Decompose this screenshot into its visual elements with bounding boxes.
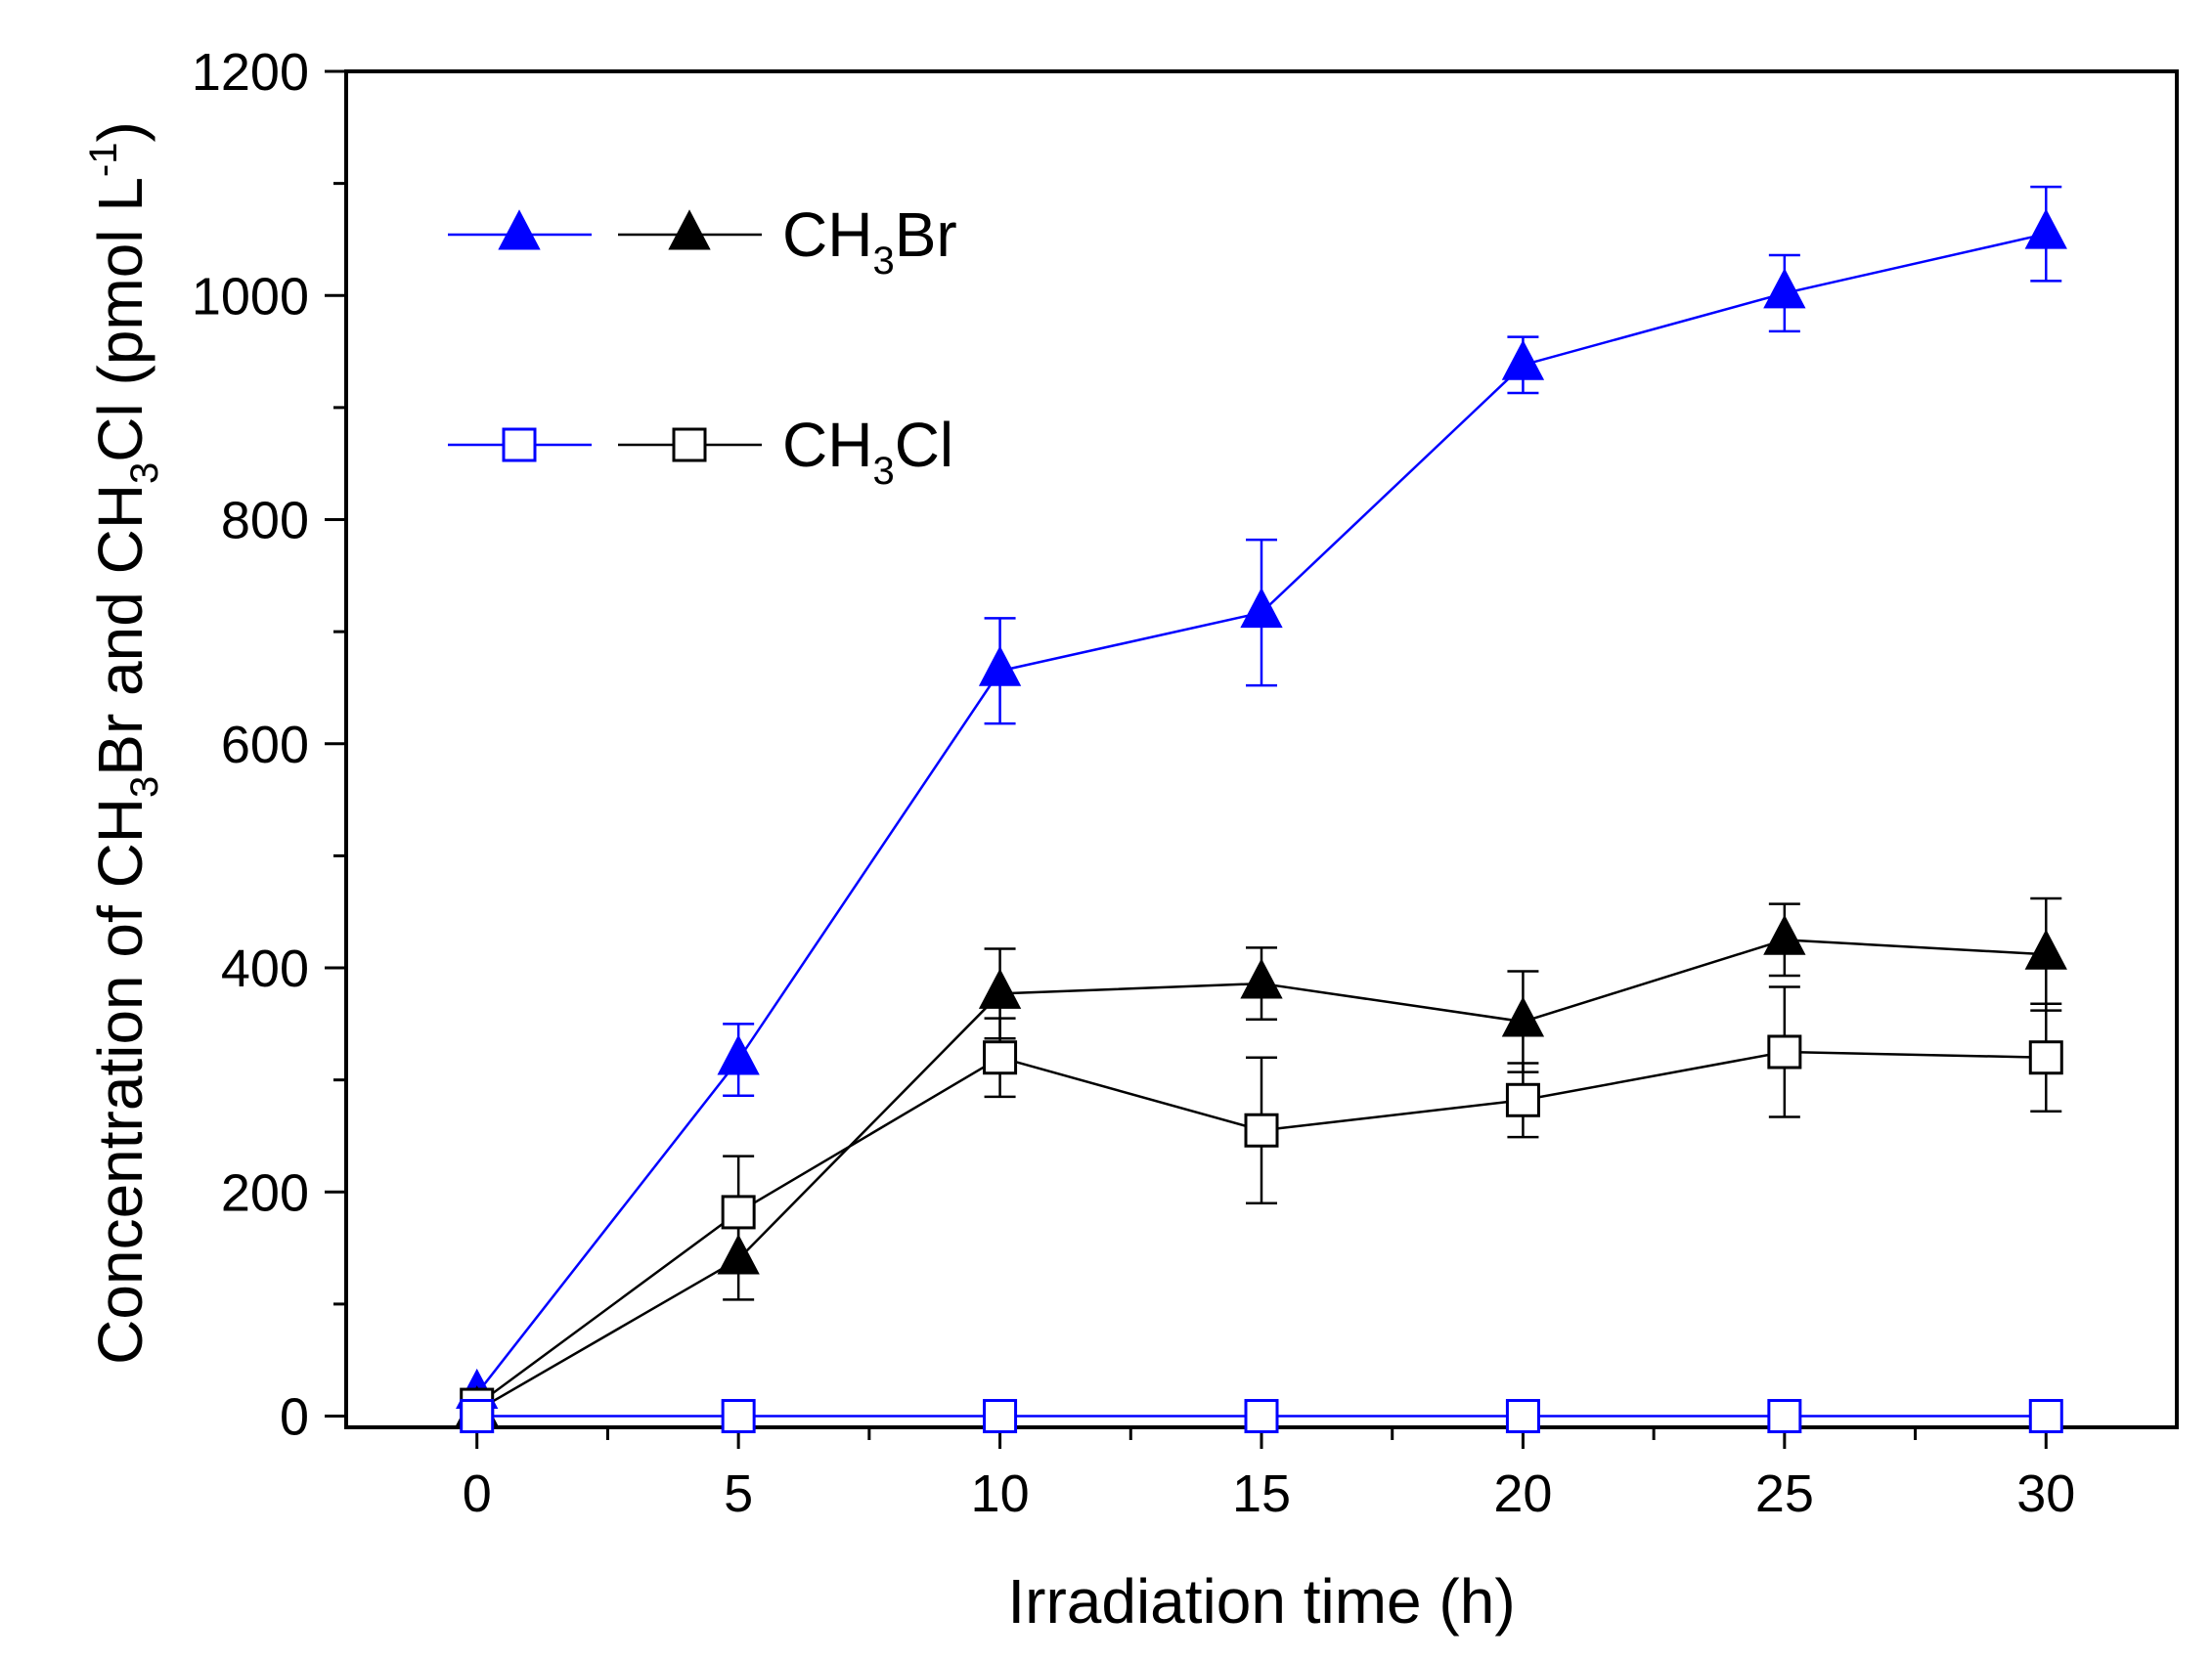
x-tick-label: 25 bbox=[1755, 1464, 1814, 1523]
data-point-blue-square bbox=[1244, 1399, 1279, 1434]
y-tick-label: 1200 bbox=[192, 43, 309, 102]
y-axis-title-part: 3 bbox=[123, 462, 166, 484]
data-point-blue-square bbox=[2028, 1399, 2063, 1434]
y-tick-label: 1000 bbox=[192, 267, 309, 326]
data-point-blue-square bbox=[1767, 1399, 1802, 1434]
y-axis-title-part: Br and CH bbox=[85, 484, 155, 776]
series-black-square bbox=[460, 985, 2063, 1422]
data-point-black-triangle bbox=[2024, 929, 2067, 970]
data-point-black-triangle bbox=[1240, 958, 1283, 999]
legend-entry: CH3Br bbox=[448, 199, 957, 283]
legend-label-end: Br bbox=[895, 199, 957, 270]
series-layer bbox=[456, 185, 2067, 1434]
data-point-blue-triangle bbox=[2024, 208, 2067, 249]
data-point-black-triangle bbox=[978, 968, 1022, 1009]
legend-label: CH3Cl bbox=[782, 410, 953, 493]
y-axis-title-part: -1 bbox=[82, 142, 125, 177]
data-point-blue-triangle bbox=[1501, 339, 1545, 380]
series-blue-square bbox=[460, 1399, 2063, 1434]
y-tick-label: 0 bbox=[280, 1388, 309, 1447]
x-tick-label: 15 bbox=[1232, 1464, 1291, 1523]
x-tick-label: 20 bbox=[1493, 1464, 1552, 1523]
y-tick-label: 400 bbox=[221, 939, 309, 998]
y-axis-title-part: Concentration of CH bbox=[85, 798, 155, 1365]
x-tick-label: 0 bbox=[463, 1464, 492, 1523]
data-point-black-square bbox=[2028, 1040, 2063, 1075]
data-point-black-square bbox=[721, 1195, 756, 1230]
data-point-black-square bbox=[1505, 1082, 1540, 1117]
legend-marker-black bbox=[672, 427, 707, 462]
plot-frame bbox=[344, 69, 2179, 1429]
axes: 0 5 10 15 20 25 30 0 200 400 600 800 1000 1200 bbox=[192, 43, 2075, 1523]
x-axis-title: Irradiation time (h) bbox=[1007, 1566, 1515, 1637]
data-point-blue-square bbox=[983, 1399, 1018, 1434]
series-line-blue-triangle bbox=[475, 232, 2047, 1395]
data-point-black-square bbox=[983, 1040, 1018, 1075]
data-point-blue-triangle bbox=[978, 645, 1022, 686]
legend-label: CH3Br bbox=[782, 199, 957, 283]
data-point-black-triangle bbox=[1763, 914, 1806, 955]
y-axis-title-part: Cl (pmol L bbox=[85, 177, 155, 462]
legend-label-end: Cl bbox=[895, 410, 953, 480]
data-point-black-square bbox=[1767, 1034, 1802, 1070]
data-point-blue-triangle bbox=[717, 1034, 760, 1075]
y-axis-title-part: ) bbox=[85, 121, 155, 142]
data-point-black-triangle bbox=[1501, 996, 1545, 1037]
y-tick-label: 600 bbox=[221, 716, 309, 774]
legend-entry: CH3Cl bbox=[448, 410, 953, 493]
legend-marker-black bbox=[668, 209, 711, 250]
data-point-black-square bbox=[1244, 1113, 1279, 1148]
y-axis-title-part: 3 bbox=[123, 776, 166, 798]
x-tick-label: 30 bbox=[2016, 1464, 2075, 1523]
x-tick-label: 10 bbox=[971, 1464, 1030, 1523]
data-point-blue-triangle bbox=[1240, 587, 1283, 629]
legend-label-sub: 3 bbox=[872, 240, 894, 283]
y-tick-label: 200 bbox=[221, 1163, 309, 1222]
legend-marker-blue bbox=[498, 209, 541, 250]
x-tick-label: 5 bbox=[724, 1464, 753, 1523]
data-point-blue-square bbox=[460, 1399, 495, 1434]
series-blue-triangle bbox=[456, 185, 2067, 1410]
data-point-blue-square bbox=[1505, 1399, 1540, 1434]
legend-marker-blue bbox=[502, 427, 537, 462]
y-axis-title: Concentration of CH3Br and CH3Cl (pmol L… bbox=[82, 121, 166, 1365]
data-point-blue-square bbox=[721, 1399, 756, 1434]
legend-label-sub: 3 bbox=[872, 450, 894, 493]
legend-label-main: CH bbox=[782, 199, 872, 270]
legend-label-main: CH bbox=[782, 410, 872, 480]
data-point-blue-triangle bbox=[1763, 268, 1806, 309]
y-tick-label: 800 bbox=[221, 492, 309, 550]
